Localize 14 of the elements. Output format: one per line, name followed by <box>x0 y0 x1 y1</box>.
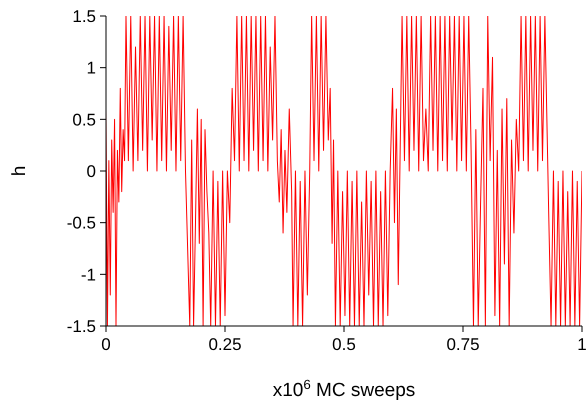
y-tick-label: 0 <box>86 162 96 182</box>
y-tick-label: -1 <box>80 265 96 284</box>
y-tick-label: 0.5 <box>72 110 96 130</box>
y-tick-label: -0.5 <box>66 214 96 233</box>
x-axis-title: x10$^{6}$ MC sweeps <box>272 376 416 401</box>
x-tick-label: 1 <box>577 335 586 354</box>
y-tick-label: -1.5 <box>66 317 96 336</box>
y-axis-title: h <box>9 166 30 176</box>
x-tick-label: 0.5 <box>332 335 356 354</box>
y-tick-label: 1.5 <box>72 7 96 26</box>
x-tick-label: 0.75 <box>446 335 480 354</box>
y-tick-label: 1 <box>86 58 96 78</box>
x-tick-label: 0 <box>101 335 111 354</box>
x-tick-label: 0.25 <box>208 335 242 354</box>
